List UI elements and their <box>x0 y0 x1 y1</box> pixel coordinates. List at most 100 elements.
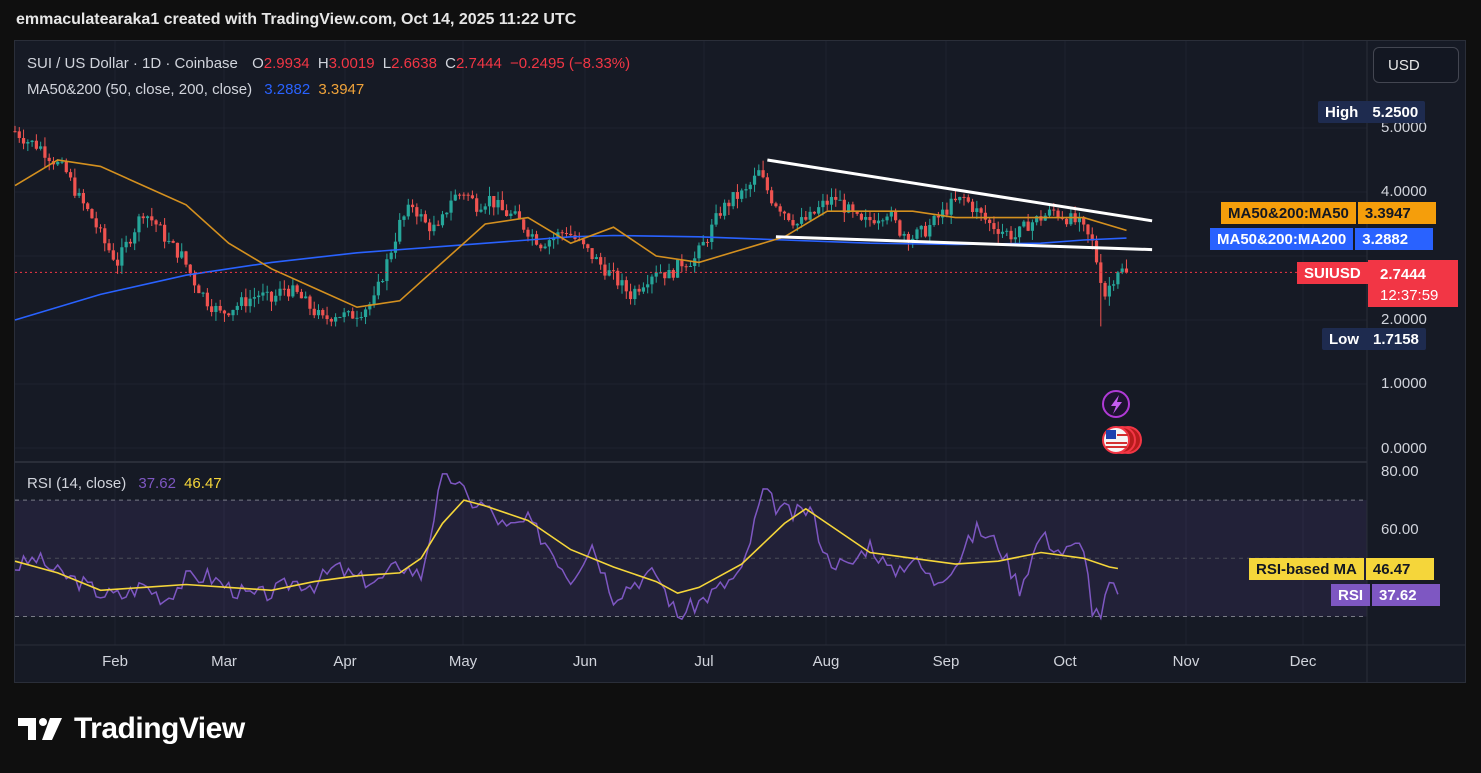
high-tag-label: High <box>1325 103 1359 121</box>
price-tick: 0.0000 <box>1381 440 1427 457</box>
candle-body <box>1047 209 1052 216</box>
candle-body <box>962 196 966 198</box>
candle-body <box>308 296 312 309</box>
candle-body <box>761 170 765 178</box>
tradingview-logo[interactable]: TradingView <box>18 712 245 746</box>
candle-body <box>466 194 470 196</box>
candle-body <box>406 204 410 217</box>
candle-body <box>338 317 342 319</box>
candle-body <box>381 281 385 283</box>
candle-body <box>671 270 675 278</box>
candle-body <box>141 216 145 219</box>
rsi-ma-tag-label: RSI-based MA <box>1249 558 1364 580</box>
candle-body <box>522 219 526 230</box>
month-label: Jul <box>694 653 714 670</box>
candle-body <box>389 252 393 260</box>
month-label: Dec <box>1289 653 1317 670</box>
ma50-legend-value: 3.3947 <box>318 81 365 98</box>
ma200-tag-value: 3.2882 <box>1355 228 1434 250</box>
candle-body <box>188 264 192 274</box>
candle-body <box>680 259 684 267</box>
candle-body <box>274 295 278 302</box>
candle-body <box>265 291 269 293</box>
candle-body <box>812 211 816 214</box>
candle-body <box>479 209 483 212</box>
candle-body <box>718 213 722 216</box>
candle-body <box>158 224 162 226</box>
candle-body <box>210 306 214 312</box>
candle-body <box>876 220 881 224</box>
candle-body <box>1112 284 1116 286</box>
candle-body <box>654 272 658 277</box>
high-tag-value: 5.2500 <box>1372 103 1419 121</box>
candle-body <box>363 309 368 318</box>
candle-body <box>73 177 77 196</box>
candle-body <box>675 259 680 278</box>
candles <box>13 125 1129 327</box>
candle-body <box>94 218 98 228</box>
candle-body <box>915 229 919 239</box>
candle-body <box>436 224 440 226</box>
candle-body <box>90 209 94 219</box>
bar-countdown: 12:37:59 <box>1380 287 1439 304</box>
month-label: Sep <box>932 653 960 670</box>
candle-body <box>410 204 415 208</box>
candle-body <box>470 195 475 199</box>
candle-body <box>111 250 115 260</box>
month-label: Jun <box>572 653 598 670</box>
price-tick: 5.0000 <box>1381 119 1427 136</box>
rsi-ma-tag: RSI-based MA 46.47 <box>1249 558 1434 580</box>
ma200-tag: MA50&200:MA200 3.2882 <box>1210 228 1434 250</box>
candle-body <box>774 203 778 207</box>
rsi-tag-value: 37.62 <box>1372 584 1441 606</box>
candle-body <box>64 161 68 173</box>
candle-body <box>77 192 81 196</box>
price-tag-label: SUIUSD <box>1297 262 1368 284</box>
candle-body <box>919 225 923 230</box>
candle-body <box>372 295 376 305</box>
candle-body <box>192 273 197 286</box>
candle-body <box>526 229 530 237</box>
candle-body <box>530 234 534 237</box>
candle-body <box>1017 226 1022 238</box>
candle-body <box>351 311 355 319</box>
grid <box>15 41 1367 645</box>
candle-body <box>723 202 727 216</box>
candle-body <box>197 285 201 294</box>
candle-body <box>291 285 295 297</box>
candle-body <box>1107 285 1111 297</box>
symbol-legend: SUI / US Dollar · 1D · Coinbase O2.9934 … <box>27 55 634 72</box>
candle-body <box>133 232 137 244</box>
candle-body <box>321 309 325 316</box>
low-label: L <box>382 55 392 72</box>
candle-body <box>513 211 517 214</box>
candle-body <box>453 194 457 201</box>
ma50-tag-value: 3.3947 <box>1357 202 1436 224</box>
candle-body <box>325 315 329 320</box>
rsi-label: RSI (14, close) <box>27 475 127 492</box>
candle-body <box>269 291 274 302</box>
us-flag-icon[interactable] <box>1102 426 1142 454</box>
candle-body <box>996 229 1000 234</box>
candle-body <box>983 212 987 220</box>
candle-body <box>1082 217 1086 225</box>
rsi-ma-tag-value: 46.47 <box>1365 558 1434 580</box>
candle-body <box>881 220 885 222</box>
candle-body <box>30 140 34 143</box>
candle-body <box>846 204 851 213</box>
candle-body <box>423 214 427 223</box>
high-value: 3.0019 <box>328 55 375 72</box>
candle-body <box>1013 237 1017 240</box>
candle-body <box>804 217 808 220</box>
close-label: C <box>445 55 456 72</box>
price-tick: 4.0000 <box>1381 183 1427 200</box>
lightning-icon[interactable] <box>1102 390 1130 418</box>
candle-body <box>60 161 64 163</box>
currency-button[interactable]: USD <box>1373 47 1459 83</box>
trend-lower-line <box>775 235 1153 252</box>
candle-body <box>1077 217 1082 223</box>
month-label: Apr <box>333 653 357 670</box>
month-label: Oct <box>1053 653 1077 670</box>
ma50-tag-label: MA50&200:MA50 <box>1221 202 1356 224</box>
